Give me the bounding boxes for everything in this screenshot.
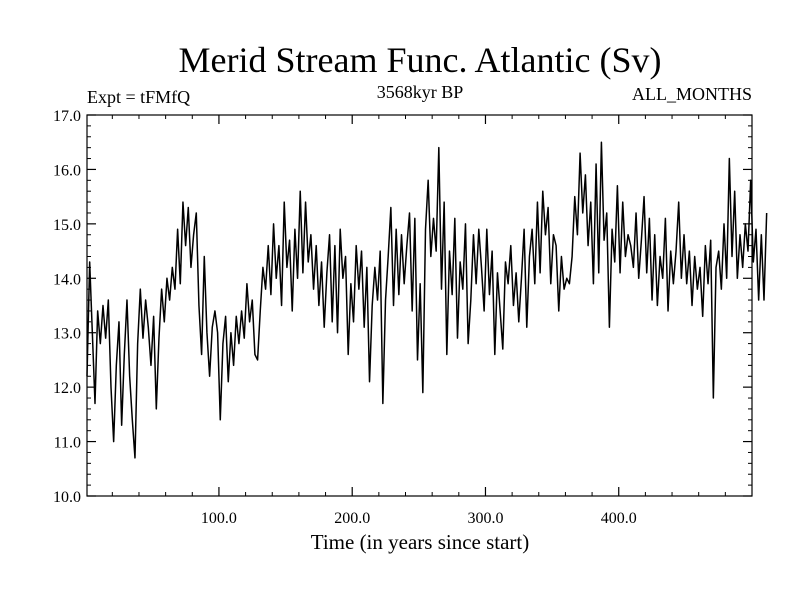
x-axis: 100.0 200.0 300.0 400.0 bbox=[111, 115, 726, 527]
y-tick-label: 12.0 bbox=[53, 380, 81, 397]
x-tick-label: 200.0 bbox=[334, 510, 370, 527]
experiment-label: Expt = tFMfQ bbox=[87, 87, 190, 107]
y-tick-label: 14.0 bbox=[53, 271, 81, 288]
period-label: 3568kyr BP bbox=[377, 82, 464, 102]
data-series-line bbox=[86, 141, 768, 459]
x-tick-label: 300.0 bbox=[467, 510, 503, 527]
chart-title: Merid Stream Func. Atlantic (Sv) bbox=[179, 40, 662, 80]
months-label: ALL_MONTHS bbox=[632, 84, 752, 104]
x-tick-label: 100.0 bbox=[201, 510, 237, 527]
plot-area: 10.0 11.0 12.0 13.0 14.0 15.0 16.0 17.0 100.0 20… bbox=[53, 108, 768, 527]
y-tick-label: 11.0 bbox=[54, 435, 81, 452]
plot-frame bbox=[86, 114, 753, 497]
x-axis-label: Time (in years since start) bbox=[311, 530, 530, 554]
x-tick-label: 400.0 bbox=[601, 510, 637, 527]
y-tick-label: 13.0 bbox=[53, 326, 81, 343]
y-tick-label: 16.0 bbox=[53, 162, 81, 179]
y-tick-label: 10.0 bbox=[53, 489, 81, 506]
y-tick-label: 15.0 bbox=[53, 217, 81, 234]
y-tick-label: 17.0 bbox=[53, 108, 81, 125]
